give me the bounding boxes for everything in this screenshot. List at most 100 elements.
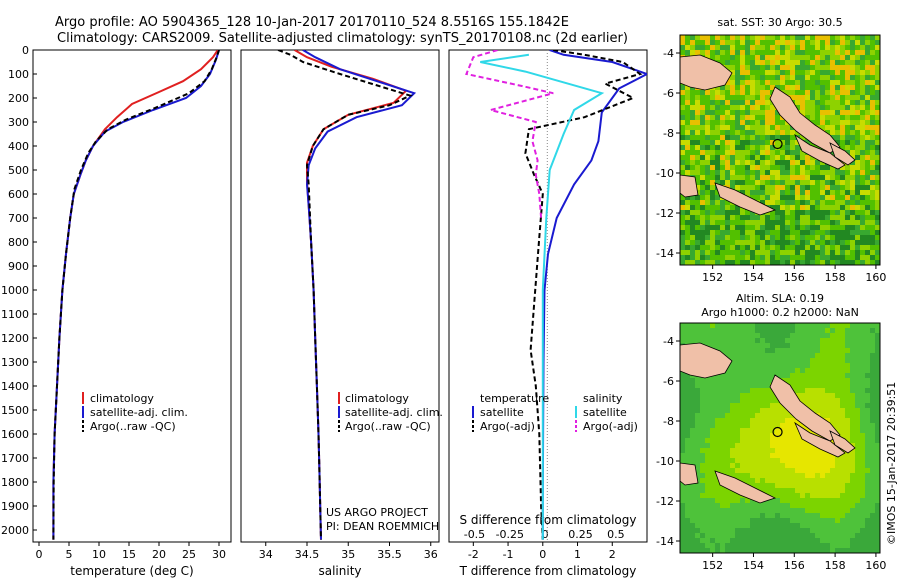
map-cell	[790, 170, 796, 176]
map-cell	[760, 130, 766, 136]
map-cell	[775, 533, 781, 539]
map-cell	[865, 333, 871, 339]
map-cell	[730, 230, 736, 236]
map-cell	[800, 100, 806, 106]
legend-label-argo: Argo(..raw -QC)	[90, 420, 176, 433]
map-cell	[830, 518, 836, 524]
map-cell	[795, 95, 801, 101]
map-cell	[700, 543, 706, 549]
map-cell	[775, 45, 781, 51]
map-cell	[680, 338, 686, 344]
map-cell	[865, 90, 871, 96]
map-cell	[875, 225, 880, 231]
map-cell	[700, 418, 706, 424]
map-cell	[780, 165, 786, 171]
map-cell	[840, 388, 846, 394]
map-cell	[875, 190, 880, 196]
map-cell	[805, 95, 811, 101]
map-cell	[795, 523, 801, 529]
map-cell	[770, 493, 776, 499]
map-cell	[840, 235, 846, 241]
map-cell	[810, 453, 816, 459]
map-cell	[845, 45, 851, 51]
map-cell	[800, 473, 806, 479]
map-cell	[745, 60, 751, 66]
map-cell	[835, 523, 841, 529]
map-cell	[830, 240, 836, 246]
map-cell	[715, 50, 721, 56]
map-cell	[830, 488, 836, 494]
map-cell	[870, 523, 876, 529]
map-cell	[845, 413, 851, 419]
map-cell	[850, 493, 856, 499]
map-cell	[735, 85, 741, 91]
map-cell	[720, 180, 726, 186]
map-cell	[735, 443, 741, 449]
map-cell	[870, 155, 876, 161]
map-cell	[875, 135, 880, 141]
map-cell	[725, 433, 731, 439]
map-cell	[735, 348, 741, 354]
map-cell	[760, 165, 766, 171]
map-cell	[770, 433, 776, 439]
map-cell	[735, 518, 741, 524]
map-cell	[695, 448, 701, 454]
map-cell	[760, 115, 766, 121]
map-cell	[755, 230, 761, 236]
map-cell	[700, 200, 706, 206]
map-cell	[705, 398, 711, 404]
map-cell	[715, 423, 721, 429]
map-cell	[720, 105, 726, 111]
map-cell	[790, 135, 796, 141]
map-cell	[750, 125, 756, 131]
map-cell	[785, 373, 791, 379]
map-cell	[745, 145, 751, 151]
map-cell	[860, 363, 866, 369]
map-cell	[700, 115, 706, 121]
salinity-axis-ticks: 34 34.5 35 35.5 36	[259, 542, 438, 561]
map-cell	[745, 130, 751, 136]
map-cell	[690, 538, 696, 544]
map-cell	[820, 200, 826, 206]
map-cell	[785, 190, 791, 196]
map-cell	[730, 235, 736, 241]
map-cell	[825, 403, 831, 409]
map-cell	[865, 478, 871, 484]
map-cell	[845, 343, 851, 349]
map-cell	[735, 70, 741, 76]
map-cell	[730, 533, 736, 539]
map-cell	[795, 225, 801, 231]
map-cell	[870, 125, 876, 131]
map-cell	[725, 533, 731, 539]
map-cell	[750, 150, 756, 156]
map-cell	[820, 358, 826, 364]
map-cell	[685, 428, 691, 434]
map-cell	[870, 533, 876, 539]
map-cell	[845, 100, 851, 106]
map-cell	[730, 220, 736, 226]
map-cell	[740, 453, 746, 459]
map-cell	[810, 548, 816, 553]
map-cell	[770, 398, 776, 404]
map-cell	[745, 343, 751, 349]
map-cell	[845, 398, 851, 404]
map-cell	[870, 50, 876, 56]
map-cell	[785, 160, 791, 166]
map-cell	[695, 323, 701, 329]
map-cell	[730, 408, 736, 414]
map-cell	[695, 418, 701, 424]
map-cell	[720, 508, 726, 514]
map-cell	[850, 423, 856, 429]
map-cell	[755, 255, 761, 261]
map-cell	[760, 255, 766, 261]
map-cell	[820, 393, 826, 399]
map-cell	[850, 363, 856, 369]
map-cell	[780, 85, 786, 91]
map-cell	[850, 323, 856, 329]
map-cell	[760, 513, 766, 519]
difference-profiles	[465, 50, 647, 540]
lon-tick-label: 152	[702, 271, 723, 284]
map-cell	[685, 403, 691, 409]
map-cell	[825, 100, 831, 106]
map-cell	[705, 255, 711, 261]
